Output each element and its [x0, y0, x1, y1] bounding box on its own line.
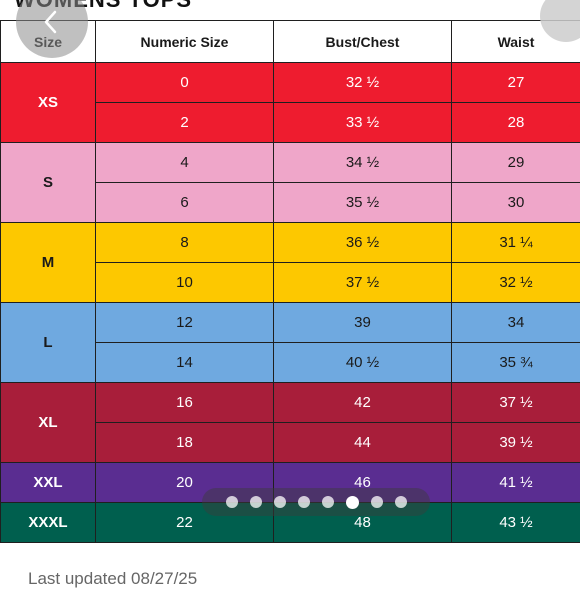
- numeric-size-cell: 16: [96, 383, 274, 423]
- numeric-size-cell: 14: [96, 343, 274, 383]
- bust-chest-cell: 40 ½: [274, 343, 452, 383]
- last-updated-text: Last updated 08/27/25: [28, 569, 197, 589]
- numeric-size-cell: 10: [96, 263, 274, 303]
- carousel-dot[interactable]: [250, 496, 262, 508]
- numeric-size-cell: 4: [96, 143, 274, 183]
- numeric-size-cell: 8: [96, 223, 274, 263]
- bust-chest-cell: 44: [274, 423, 452, 463]
- size-label-cell: XXXL: [1, 503, 96, 543]
- carousel-dot[interactable]: [298, 496, 310, 508]
- bust-chest-cell: 42: [274, 383, 452, 423]
- bust-chest-cell: 39: [274, 303, 452, 343]
- bust-chest-cell: 33 ½: [274, 103, 452, 143]
- waist-cell: 37 ½: [452, 383, 580, 423]
- size-label-cell: M: [1, 223, 96, 303]
- carousel-dot[interactable]: [322, 496, 334, 508]
- waist-cell: 34: [452, 303, 580, 343]
- carousel-indicator: [202, 488, 430, 516]
- size-label-cell: L: [1, 303, 96, 383]
- chevron-left-icon: [37, 7, 67, 37]
- carousel-dot[interactable]: [346, 496, 359, 509]
- header-numeric-size: Numeric Size: [96, 21, 274, 63]
- waist-cell: 29: [452, 143, 580, 183]
- waist-cell: 31 ¼: [452, 223, 580, 263]
- size-chart-table: Size Numeric Size Bust/Chest Waist XS032…: [0, 20, 580, 543]
- waist-cell: 32 ½: [452, 263, 580, 303]
- bust-chest-cell: 34 ½: [274, 143, 452, 183]
- carousel-dot[interactable]: [274, 496, 286, 508]
- bust-chest-cell: 36 ½: [274, 223, 452, 263]
- size-label-cell: XL: [1, 383, 96, 463]
- waist-cell: 28: [452, 103, 580, 143]
- bust-chest-cell: 37 ½: [274, 263, 452, 303]
- carousel-dot[interactable]: [395, 496, 407, 508]
- numeric-size-cell: 2: [96, 103, 274, 143]
- bust-chest-cell: 35 ½: [274, 183, 452, 223]
- waist-cell: 27: [452, 63, 580, 103]
- bust-chest-cell: 32 ½: [274, 63, 452, 103]
- size-label-cell: XXL: [1, 463, 96, 503]
- carousel-dot[interactable]: [226, 496, 238, 508]
- waist-cell: 35 ¾: [452, 343, 580, 383]
- numeric-size-cell: 18: [96, 423, 274, 463]
- waist-cell: 43 ½: [452, 503, 580, 543]
- numeric-size-cell: 12: [96, 303, 274, 343]
- carousel-dot[interactable]: [371, 496, 383, 508]
- numeric-size-cell: 0: [96, 63, 274, 103]
- size-label-cell: XS: [1, 63, 96, 143]
- size-label-cell: S: [1, 143, 96, 223]
- waist-cell: 41 ½: [452, 463, 580, 503]
- waist-cell: 30: [452, 183, 580, 223]
- header-bust-chest: Bust/Chest: [274, 21, 452, 63]
- numeric-size-cell: 6: [96, 183, 274, 223]
- waist-cell: 39 ½: [452, 423, 580, 463]
